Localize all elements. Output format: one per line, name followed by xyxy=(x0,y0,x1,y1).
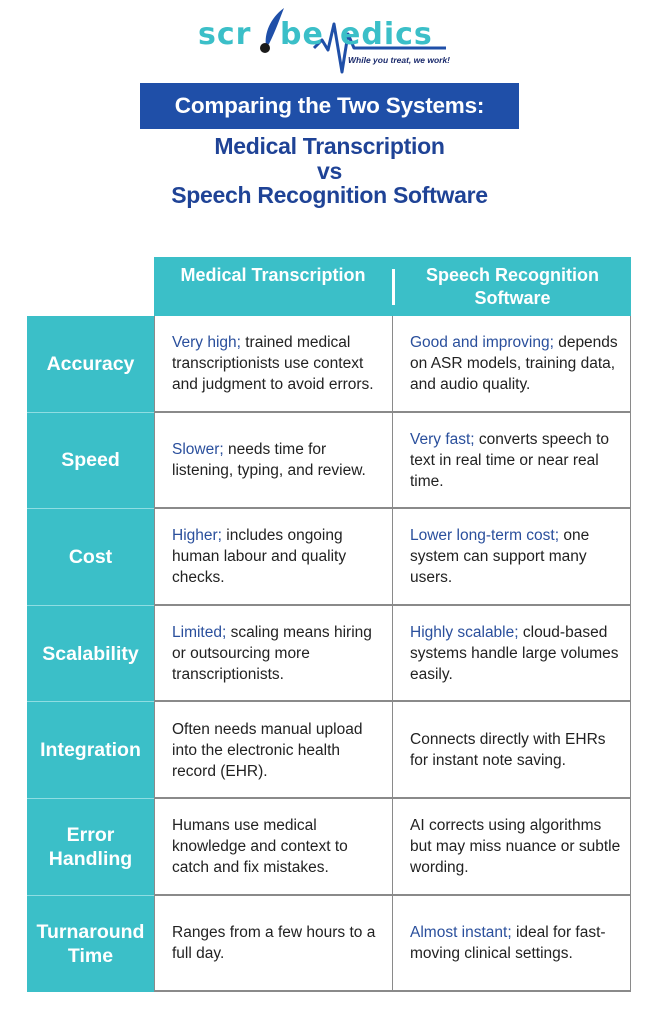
cell-medical-transcription: Ranges from a few hours to a full day. xyxy=(154,895,392,993)
table-row-integration: Integration Often needs manual upload in… xyxy=(27,702,631,799)
cell-highlight: Almost instant; xyxy=(410,924,512,942)
scribemedics-logo: scr be edics While you treat, we work! xyxy=(196,4,456,74)
row-label: Error Handling xyxy=(27,798,154,896)
column-header-medical-transcription: Medical Transcription xyxy=(180,265,366,285)
cell-highlight: Good and improving; xyxy=(410,334,554,352)
quill-icon xyxy=(265,8,284,46)
cell-highlight: Highly scalable; xyxy=(410,624,519,642)
cell-medical-transcription: Humans use medical knowledge and context… xyxy=(154,798,392,896)
column-header-speech-recognition: Speech Recognition Software xyxy=(425,265,600,308)
logo-text-edics: edics xyxy=(340,17,433,52)
logo-graphics xyxy=(260,8,446,74)
cell-highlight: Very fast; xyxy=(410,430,475,448)
cell-highlight: Higher; xyxy=(172,527,222,545)
table-row-error-handling: Error Handling Humans use medical knowle… xyxy=(27,798,631,896)
table-row-scalability: Scalability Limited; scaling means hirin… xyxy=(27,605,631,703)
row-label: Integration xyxy=(27,702,154,799)
cell-medical-transcription: Higher; includes ongoing human labour an… xyxy=(154,509,392,606)
subtitle-speech-recognition: Speech Recognition Software xyxy=(171,182,488,208)
cell-medical-transcription: Very high; trained medical transcription… xyxy=(154,316,392,413)
row-label: Scalability xyxy=(27,605,154,703)
subtitle-medical-transcription: Medical Transcription xyxy=(214,133,445,159)
cell-text: Ranges from a few hours to a full day. xyxy=(172,924,376,963)
heartbeat-line-icon xyxy=(312,22,446,74)
cell-text: Humans use medical knowledge and context… xyxy=(172,817,348,877)
cell-speech-recognition: Very fast; converts speech to text in re… xyxy=(392,412,631,510)
subtitle-vs: vs xyxy=(317,158,342,184)
cell-highlight: Very high; xyxy=(172,334,241,352)
cell-speech-recognition: Good and improving; depends on ASR model… xyxy=(392,316,631,413)
cell-text: depends on ASR models, training data, an… xyxy=(410,334,618,394)
logo-tagline: While you treat, we work! xyxy=(348,55,451,65)
cell-speech-recognition: Connects directly with EHRs for instant … xyxy=(392,702,631,799)
cell-text: Often needs manual upload into the elect… xyxy=(172,720,363,780)
cell-medical-transcription: Often needs manual upload into the elect… xyxy=(154,702,392,799)
logo-text-be: be xyxy=(280,17,324,52)
table-row-turnaround-time: Turnaround Time Ranges from a few hours … xyxy=(27,895,631,993)
cell-speech-recognition: Highly scalable; cloud-based systems han… xyxy=(392,605,631,703)
cell-highlight: Limited; xyxy=(172,624,227,642)
cell-text: includes ongoing human labour and qualit… xyxy=(172,527,347,587)
cell-medical-transcription: Limited; scaling means hiring or outsour… xyxy=(154,605,392,703)
cell-speech-recognition: Lower long-term cost; one system can sup… xyxy=(392,509,631,606)
cell-text: one system can support many users. xyxy=(410,527,590,587)
row-label: Accuracy xyxy=(27,316,154,413)
row-label: Speed xyxy=(27,412,154,510)
ink-pot-icon xyxy=(260,43,270,53)
cell-text: trained medical transcriptionists use co… xyxy=(172,334,374,394)
cell-text: cloud-based systems handle large volumes… xyxy=(410,624,619,684)
title-banner: Comparing the Two Systems: xyxy=(140,83,519,129)
cell-text: Connects directly with EHRs for instant … xyxy=(410,731,606,770)
row-label: Turnaround Time xyxy=(27,895,154,993)
cell-text: needs time for listening, typing, and re… xyxy=(172,441,366,480)
cell-highlight: Slower; xyxy=(172,441,224,459)
cell-text: AI corrects using algorithms but may mis… xyxy=(410,817,621,877)
table-row-speed: Speed Slower; needs time for listening, … xyxy=(27,412,631,510)
cell-speech-recognition: AI corrects using algorithms but may mis… xyxy=(392,798,631,896)
row-label: Cost xyxy=(27,509,154,606)
cell-text: ideal for fast-moving clinical settings. xyxy=(410,924,606,963)
cell-medical-transcription: Slower; needs time for listening, typing… xyxy=(154,412,392,510)
comparison-table: Accuracy Very high; trained medical tran… xyxy=(27,316,631,993)
cell-speech-recognition: Almost instant; ideal for fast-moving cl… xyxy=(392,895,631,993)
table-row-cost: Cost Higher; includes ongoing human labo… xyxy=(27,509,631,606)
cell-text: converts speech to text in real time or … xyxy=(410,430,610,490)
column-header-divider xyxy=(392,269,395,305)
cell-highlight: Lower long-term cost; xyxy=(410,527,560,545)
cell-text: scaling means hiring or outsourcing more… xyxy=(172,624,372,684)
table-row-accuracy: Accuracy Very high; trained medical tran… xyxy=(27,316,631,413)
logo-text-scr: scr xyxy=(198,17,252,52)
table-column-header: Medical Transcription Speech Recognition… xyxy=(154,257,631,316)
